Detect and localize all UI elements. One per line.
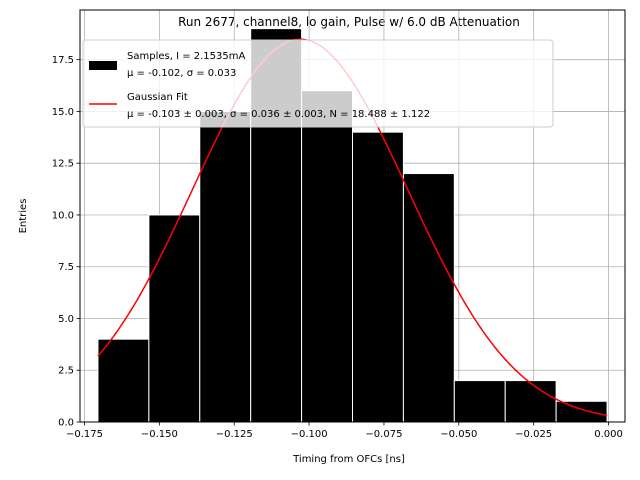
legend-box (82, 39, 554, 128)
plot-frame (79, 9, 626, 423)
legend-fit-stats: μ = -0.103 ± 0.003, σ = 0.036 ± 0.003, N… (127, 109, 430, 120)
x-axis-title: Timing from OFCs [ns] (292, 454, 405, 465)
histogram-bar (504, 380, 557, 423)
histogram-bar (148, 214, 201, 423)
histogram-bar (352, 131, 404, 423)
x-tick-label: −0.125 (216, 429, 253, 440)
y-tick-label: 15.0 (52, 107, 74, 118)
legend-fit-label: Gaussian Fit (127, 92, 188, 103)
x-tick-label: −0.175 (66, 429, 103, 440)
x-tick-label: 0.000 (594, 429, 623, 440)
y-tick-label: 12.5 (52, 159, 74, 170)
histogram-bar (301, 90, 354, 423)
histogram-bar (402, 173, 455, 423)
y-axis-title: Entries (18, 199, 29, 234)
legend-histogram-stats: μ = -0.102, σ = 0.033 (127, 68, 236, 79)
x-tick-label: −0.050 (440, 429, 477, 440)
legend-histogram-swatch (89, 61, 117, 70)
y-tick-label: 5.0 (58, 314, 74, 325)
histogram-bar (453, 380, 506, 423)
y-tick-label: 7.5 (58, 262, 74, 273)
y-tick-label: 17.5 (52, 55, 74, 66)
x-tick-label: −0.025 (515, 429, 552, 440)
x-tick-label: −0.075 (365, 429, 402, 440)
y-tick-label: 10.0 (52, 210, 74, 221)
histogram-bar (97, 338, 150, 423)
histogram-bar (555, 400, 608, 423)
y-axis-ticks: 0.0 2.5 5.0 7.5 10.0 12.5 15.0 17.5 (52, 55, 80, 429)
x-tick-label: −0.150 (141, 429, 178, 440)
y-tick-label: 0.0 (58, 418, 74, 429)
x-axis-ticks: −0.175 −0.150 −0.125 −0.100 −0.075 −0.050 −0.0… (66, 422, 623, 440)
x-tick-label: −0.100 (291, 429, 328, 440)
chart-title: Run 2677, channel8, lo gain, Pulse w/ 6.… (178, 15, 520, 29)
y-tick-label: 2.5 (58, 366, 74, 377)
legend: Samples, I = 2.1535mA μ = -0.102, σ = 0.… (82, 39, 554, 128)
legend-histogram-label: Samples, I = 2.1535mA (127, 51, 245, 62)
